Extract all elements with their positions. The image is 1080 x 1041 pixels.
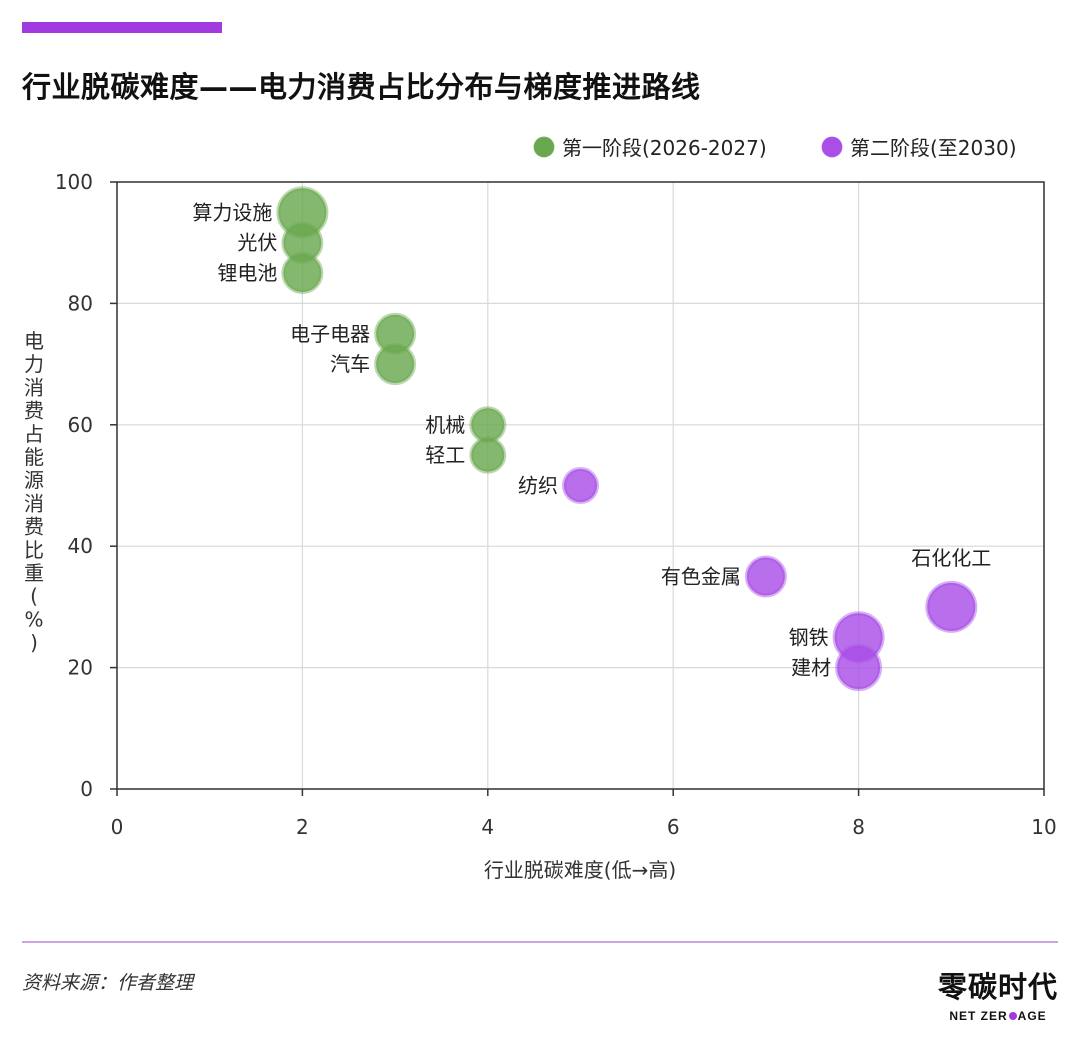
- data-point: [835, 644, 883, 692]
- legend-label: 第二阶段(至2030): [850, 136, 1017, 160]
- data-point-label: 机械: [425, 413, 465, 437]
- data-point-label: 轻工: [425, 443, 465, 467]
- accent-bar: [22, 22, 222, 33]
- x-tick-label: 6: [667, 815, 680, 839]
- data-point-label: 石化化工: [911, 546, 991, 570]
- x-tick-label: 8: [852, 815, 865, 839]
- data-point: [469, 406, 507, 444]
- y-tick-label: 100: [55, 170, 93, 194]
- x-tick-label: 4: [481, 815, 494, 839]
- y-axis-title-char: 能: [24, 445, 44, 469]
- logo-dot-icon: [1008, 1012, 1017, 1020]
- y-axis-title-char: 消: [24, 375, 44, 399]
- data-point: [374, 343, 417, 386]
- data-point-label: 钢铁: [789, 625, 829, 649]
- data-point-label: 算力设施: [192, 200, 272, 224]
- data-point-label: 纺织: [518, 474, 558, 498]
- y-tick-label: 0: [80, 777, 93, 801]
- x-tick-label: 0: [111, 815, 124, 839]
- y-tick-label: 60: [68, 413, 93, 437]
- legend-marker: [533, 136, 555, 158]
- data-points: [276, 186, 978, 692]
- data-point: [562, 467, 599, 504]
- data-point: [469, 436, 507, 474]
- footer-divider: [22, 941, 1058, 943]
- y-axis-title-char: 重: [24, 561, 44, 585]
- logo-en-right: AGE: [1017, 1009, 1047, 1023]
- y-axis-title-char: (: [30, 584, 38, 608]
- data-point: [925, 580, 978, 633]
- brand-logo: 零碳时代 NET ZER AGE: [938, 964, 1058, 1023]
- chart-title: 行业脱碳难度——电力消费占比分布与梯度推进路线: [22, 70, 701, 104]
- data-point-label: 电子电器: [290, 322, 370, 346]
- y-axis-title-char: 电: [24, 329, 44, 353]
- legend-label: 第一阶段(2026-2027): [562, 136, 767, 160]
- x-tick-label: 2: [296, 815, 309, 839]
- x-axis-title: 行业脱碳难度(低→高): [484, 858, 676, 882]
- data-point-label: 有色金属: [661, 565, 741, 589]
- y-axis-title-char: %: [24, 607, 43, 631]
- y-tick-label: 80: [68, 291, 93, 315]
- y-axis-title-char: 力: [24, 352, 44, 376]
- y-tick-label: 40: [68, 534, 93, 558]
- y-axis-title-char: 比: [24, 538, 44, 562]
- y-tick-label: 20: [68, 656, 93, 680]
- y-axis-title-char: ): [30, 631, 38, 655]
- logo-english: NET ZER AGE: [938, 1009, 1058, 1023]
- y-axis-title-char: 消: [24, 491, 44, 515]
- data-point-label: 光伏: [237, 231, 277, 255]
- legend-marker: [821, 136, 843, 158]
- y-axis-title-char: 费: [24, 399, 44, 423]
- data-point-label: 汽车: [330, 352, 370, 376]
- x-tick-label: 10: [1031, 815, 1056, 839]
- legend: 第一阶段(2026-2027) 第二阶段(至2030): [533, 136, 1017, 160]
- logo-en-left: NET ZER: [949, 1009, 1008, 1023]
- scatter-chart: 第一阶段(2026-2027) 第二阶段(至2030) 0 2 4 6 8 10020406…: [24, 136, 1057, 882]
- source-note: 资料来源：作者整理: [22, 972, 194, 994]
- y-axis-title-char: 费: [24, 515, 44, 539]
- logo-chinese: 零碳时代: [937, 970, 1058, 1004]
- y-axis-title-char: 源: [24, 468, 44, 492]
- data-point: [744, 555, 787, 598]
- data-point-label: 锂电池: [217, 261, 277, 285]
- data-point: [281, 252, 324, 295]
- y-axis-title: 电力消费占能源消费比重(%): [24, 329, 44, 655]
- plot-frame: [116, 181, 1045, 790]
- data-point-label: 建材: [791, 656, 831, 680]
- y-axis-title-char: 占: [24, 422, 44, 446]
